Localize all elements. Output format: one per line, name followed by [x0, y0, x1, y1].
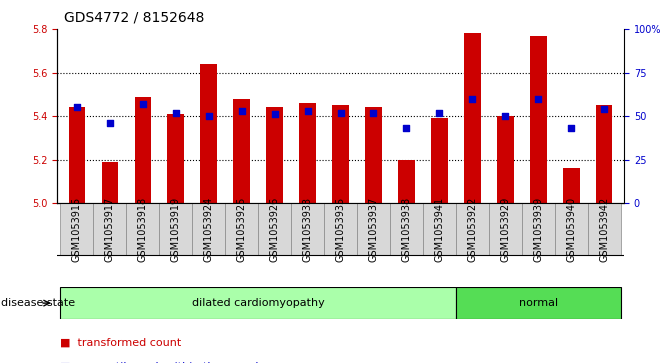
Point: [434, 110, 445, 115]
Point: [203, 113, 214, 119]
Text: GSM1053917: GSM1053917: [105, 196, 115, 262]
Text: GSM1053915: GSM1053915: [72, 196, 82, 262]
Point: [401, 126, 412, 131]
Text: GSM1053925: GSM1053925: [237, 196, 247, 262]
Bar: [431, 118, 448, 203]
Point: [500, 113, 511, 119]
Bar: [357, 203, 390, 255]
Text: GSM1053933: GSM1053933: [303, 197, 313, 262]
Bar: [299, 103, 316, 203]
Text: GSM1053919: GSM1053919: [170, 197, 180, 262]
Text: GSM1053918: GSM1053918: [138, 197, 148, 262]
Bar: [258, 203, 291, 255]
Bar: [126, 203, 159, 255]
Point: [335, 110, 346, 115]
Bar: [563, 168, 580, 203]
Bar: [464, 33, 480, 203]
Text: ■  percentile rank within the sample: ■ percentile rank within the sample: [60, 362, 266, 363]
Point: [599, 106, 610, 112]
Text: ■  transformed count: ■ transformed count: [60, 338, 182, 348]
Bar: [489, 203, 522, 255]
Point: [71, 105, 82, 110]
Bar: [201, 64, 217, 203]
Point: [236, 108, 247, 114]
Text: GSM1053924: GSM1053924: [204, 196, 213, 262]
Point: [138, 101, 148, 107]
Bar: [60, 287, 456, 319]
Bar: [266, 107, 283, 203]
Bar: [423, 203, 456, 255]
Bar: [497, 116, 513, 203]
Bar: [68, 107, 85, 203]
Bar: [134, 97, 151, 203]
Bar: [324, 203, 357, 255]
Bar: [60, 203, 93, 255]
Bar: [596, 105, 613, 203]
Text: GSM1053935: GSM1053935: [336, 196, 346, 262]
Bar: [159, 203, 192, 255]
Bar: [530, 36, 547, 203]
Text: GSM1053937: GSM1053937: [368, 196, 378, 262]
Bar: [225, 203, 258, 255]
Bar: [234, 99, 250, 203]
Text: GSM1053922: GSM1053922: [468, 196, 477, 262]
Bar: [456, 203, 489, 255]
Text: GSM1053938: GSM1053938: [401, 197, 411, 262]
Text: GDS4772 / 8152648: GDS4772 / 8152648: [64, 11, 204, 25]
Text: GSM1053929: GSM1053929: [501, 196, 511, 262]
Bar: [332, 105, 349, 203]
Bar: [456, 287, 621, 319]
Point: [302, 108, 313, 114]
Bar: [522, 203, 555, 255]
Point: [269, 111, 280, 117]
Bar: [365, 107, 382, 203]
Point: [566, 126, 576, 131]
Text: GSM1053939: GSM1053939: [533, 197, 544, 262]
Text: GSM1053926: GSM1053926: [270, 196, 280, 262]
Point: [170, 110, 181, 115]
Point: [368, 110, 379, 115]
Bar: [291, 203, 324, 255]
Point: [467, 96, 478, 102]
Bar: [398, 160, 415, 203]
Bar: [555, 203, 588, 255]
Bar: [168, 114, 184, 203]
Bar: [390, 203, 423, 255]
Point: [533, 96, 544, 102]
Bar: [192, 203, 225, 255]
Text: normal: normal: [519, 298, 558, 308]
Bar: [101, 162, 118, 203]
Text: dilated cardiomyopathy: dilated cardiomyopathy: [192, 298, 325, 308]
Text: disease state: disease state: [1, 298, 74, 308]
Text: GSM1053941: GSM1053941: [434, 197, 444, 262]
Text: GSM1053942: GSM1053942: [599, 196, 609, 262]
Text: GSM1053940: GSM1053940: [566, 197, 576, 262]
Point: [105, 120, 115, 126]
Bar: [588, 203, 621, 255]
Bar: [93, 203, 126, 255]
